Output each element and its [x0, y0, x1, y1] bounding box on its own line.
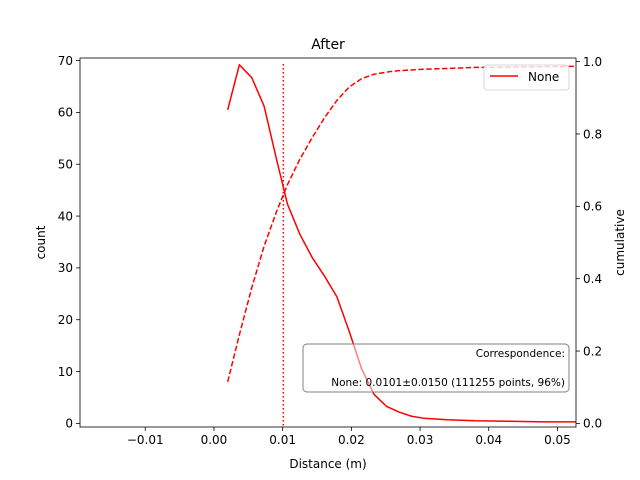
y-tick-label: 0	[65, 417, 73, 431]
x-tick-label: 0.00	[201, 433, 228, 447]
x-tick-label: 0.01	[269, 433, 296, 447]
y2-tick-label: 0.2	[583, 344, 602, 358]
x-tick-label: 0.05	[544, 433, 571, 447]
chart-title: After	[311, 37, 345, 53]
y-tick-label: 20	[58, 313, 73, 327]
x-tick-label: 0.03	[407, 433, 434, 447]
y-tick-label: 40	[58, 209, 73, 223]
x-tick-label: −0.01	[127, 433, 164, 447]
y-tick-label: 60	[58, 106, 73, 120]
y2-tick-label: 0.8	[583, 127, 602, 141]
legend: None	[483, 64, 570, 91]
y2-tick-label: 0.0	[583, 417, 602, 431]
annotation-summary: None: 0.0101±0.0150 (111255 points, 96%)	[331, 377, 565, 389]
correspondence-annotation: Correspondence: None: 0.0101±0.0150 (111…	[302, 343, 570, 393]
x-tick-label: 0.04	[475, 433, 502, 447]
x-tick-label: 0.02	[338, 433, 365, 447]
y2-axis-label: cumulative	[613, 209, 627, 276]
y2-tick-label: 0.6	[583, 200, 602, 214]
legend-box	[483, 64, 570, 91]
y2-tick-label: 1.0	[583, 55, 602, 69]
cumulative-line	[226, 65, 577, 382]
y-tick-label: 70	[58, 54, 73, 68]
legend-label-none: None	[528, 70, 559, 84]
y-tick-label: 10	[58, 365, 73, 379]
x-axis-label: Distance (m)	[289, 457, 366, 471]
axes-layer: −0.01 0.00 0.01 0.02 0.03 0.04 0.05 0 10 20 30 40 50…	[58, 54, 602, 447]
y-tick-label: 50	[58, 158, 73, 172]
plot-frame	[79, 57, 577, 428]
y2-tick-label: 0.4	[583, 272, 602, 286]
y-axis-label: count	[34, 225, 48, 259]
y-tick-label: 30	[58, 261, 73, 275]
annotation-title: Correspondence:	[476, 348, 565, 360]
annotation-box	[302, 343, 570, 393]
